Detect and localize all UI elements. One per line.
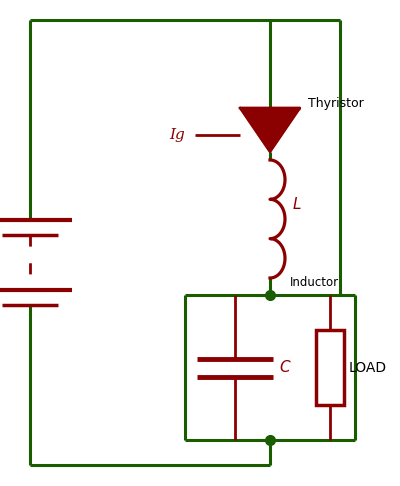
Text: L: L: [293, 197, 302, 212]
Bar: [316, 330, 344, 405]
Polygon shape: [240, 108, 300, 152]
Text: Ig: Ig: [169, 128, 185, 142]
Text: LOAD: LOAD: [349, 361, 387, 375]
Text: Inductor: Inductor: [290, 276, 339, 289]
Text: C: C: [279, 360, 290, 375]
Text: Thyristor: Thyristor: [308, 97, 364, 109]
